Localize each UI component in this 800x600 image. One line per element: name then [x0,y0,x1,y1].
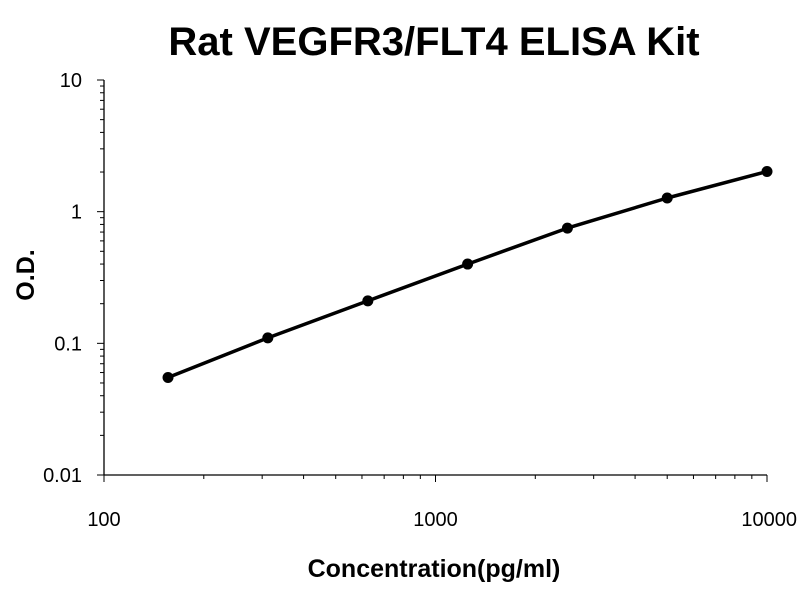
y-axis-tick-labels: 10 1 0.1 0.01 [43,70,82,487]
y-axis-title: O.D. [12,249,40,300]
x-axis-title: Concentration(pg/ml) [308,555,561,583]
data-point [561,222,573,234]
y-tick-label: 1 [71,202,82,224]
x-axis-tick-labels: 100 1000 10000 [87,509,797,531]
x-axis-ticks [103,475,768,482]
plot-area: 10 1 0.1 0.01 100 1000 10000 [43,70,797,531]
y-tick-label: 10 [60,70,82,92]
data-point [462,258,474,270]
x-tick-label: 10000 [741,509,797,531]
data-point [362,295,374,307]
data-point [262,332,274,344]
x-tick-label: 100 [87,509,120,531]
series-line [166,169,769,380]
y-axis-ticks [97,79,104,476]
y-tick-label: 0.01 [43,465,82,487]
data-point [661,192,673,204]
chart-title: Rat VEGFR3/FLT4 ELISA Kit [168,20,699,64]
data-point [761,165,773,177]
y-tick-label: 0.1 [54,333,82,355]
x-tick-label: 1000 [413,509,458,531]
data-point [162,372,174,384]
series-group [162,165,773,384]
